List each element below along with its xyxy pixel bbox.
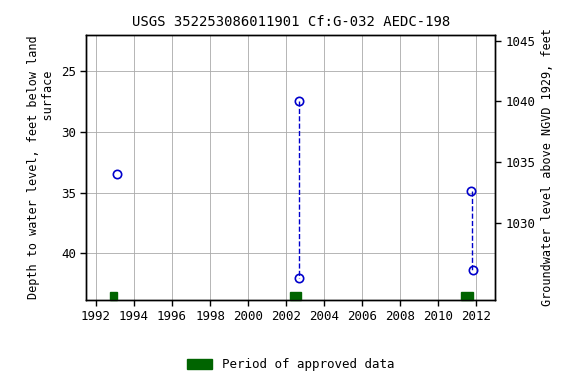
Title: USGS 352253086011901 Cf:G-032 AEDC-198: USGS 352253086011901 Cf:G-032 AEDC-198: [132, 15, 450, 29]
Y-axis label: Depth to water level, feet below land
                    surface: Depth to water level, feet below land su…: [28, 35, 55, 299]
Bar: [290, 292, 301, 300]
Y-axis label: Groundwater level above NGVD 1929, feet: Groundwater level above NGVD 1929, feet: [541, 28, 554, 306]
Bar: [461, 292, 472, 300]
Bar: [110, 292, 117, 300]
Legend: Period of approved data: Period of approved data: [182, 353, 400, 376]
